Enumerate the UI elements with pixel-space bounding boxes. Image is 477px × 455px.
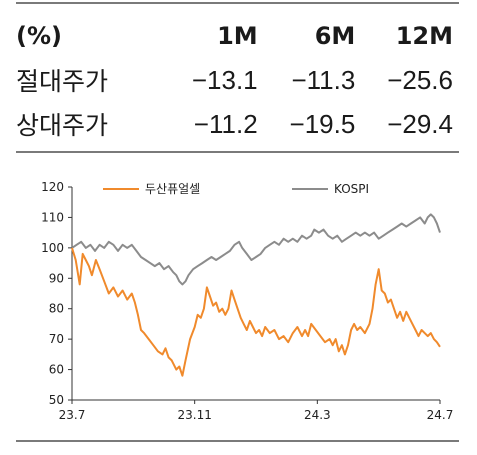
series-line-doosan-fuelcell	[71, 247, 441, 377]
middle-rule	[16, 151, 459, 153]
cell-absolute-12m: −25.6	[387, 64, 453, 95]
cell-relative-6m: −19.5	[289, 108, 356, 139]
x-tick-label: 24.7	[427, 408, 454, 422]
chart-series-lines	[71, 213, 441, 377]
y-tick-label: 90	[49, 271, 64, 285]
bottom-rule	[16, 440, 459, 442]
x-tick-label: 23.7	[59, 408, 86, 422]
row-label-relative: 상대주가	[16, 111, 109, 140]
y-tick-label: 110	[41, 210, 64, 224]
cell-absolute-6m: −11.3	[291, 64, 356, 95]
table-row-absolute: 절대주가 −13.1 −11.3 −25.6	[16, 58, 459, 102]
row-label-absolute: 절대주가	[16, 67, 109, 96]
chart-axes: 50 60 70 80 90 100 110 120 23.7 23.11 24.3 24.7	[41, 180, 453, 422]
y-tick-label: 70	[49, 332, 64, 346]
series-line-kospi	[71, 213, 441, 286]
y-tick-label: 100	[41, 241, 64, 255]
top-rule	[16, 2, 459, 4]
stock-price-chart: 50 60 70 80 90 100 110 120 23.7 23.11 24.3 24.7 두산퓨…	[41, 180, 453, 422]
header-unit: (%)	[16, 22, 62, 50]
chart-legend: 두산퓨얼셀 KOSPI	[103, 182, 369, 196]
table-row-relative: 상대주가 −11.2 −19.5 −29.4	[16, 102, 459, 146]
y-tick-label: 60	[49, 363, 64, 377]
legend-label: KOSPI	[334, 182, 369, 196]
table-header-row: (%) 1M 6M 12M	[16, 14, 459, 58]
header-6m: 6M	[314, 22, 356, 50]
cell-absolute-1m: −13.1	[191, 64, 258, 95]
cell-relative-12m: −29.4	[387, 108, 453, 139]
header-12m: 12M	[395, 22, 453, 50]
y-tick-label: 120	[41, 180, 64, 194]
legend-label: 두산퓨얼셀	[145, 182, 200, 196]
y-tick-label: 80	[49, 302, 64, 316]
x-tick-label: 23.11	[177, 408, 211, 422]
x-tick-label: 24.3	[304, 408, 331, 422]
cell-relative-1m: −11.2	[193, 108, 258, 139]
return-table: (%) 1M 6M 12M 절대주가 −13.1 −11.3 −25.6 상대주…	[16, 14, 459, 146]
header-1m: 1M	[217, 22, 258, 50]
y-tick-label: 50	[49, 393, 64, 407]
